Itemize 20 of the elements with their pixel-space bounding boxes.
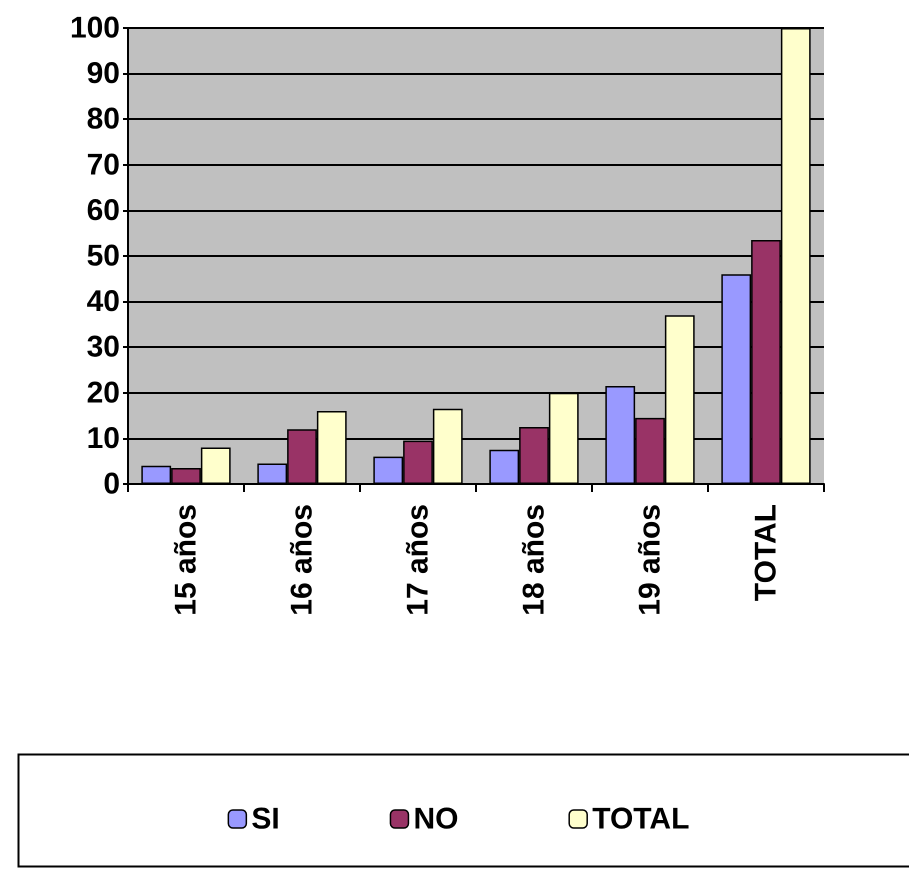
y-tick-label: 100 bbox=[70, 12, 120, 44]
x-tick-label: 15 años bbox=[170, 504, 202, 616]
x-tick-label: 16 años bbox=[286, 504, 318, 616]
y-tick-label: 50 bbox=[86, 240, 120, 272]
y-tick-label: 70 bbox=[86, 148, 120, 182]
x-tick-label: TOTAL bbox=[750, 504, 782, 602]
y-tick-label: 60 bbox=[86, 194, 120, 227]
y-tick-label: 10 bbox=[86, 422, 120, 455]
y-tick-label: 80 bbox=[86, 102, 120, 136]
legend-label: NO bbox=[413, 802, 458, 836]
y-tick-label: 30 bbox=[86, 330, 120, 364]
y-tick-label: 20 bbox=[86, 376, 120, 410]
x-tick-label: 18 años bbox=[518, 504, 550, 616]
x-tick-label: 19 años bbox=[634, 504, 666, 616]
legend-label: TOTAL bbox=[592, 802, 690, 836]
legend-label: SI bbox=[251, 802, 280, 836]
y-tick-label: 40 bbox=[86, 285, 120, 318]
y-tick-label: 90 bbox=[86, 57, 120, 90]
x-tick-label: 17 años bbox=[402, 504, 434, 616]
y-tick-label: 0 bbox=[103, 468, 120, 500]
